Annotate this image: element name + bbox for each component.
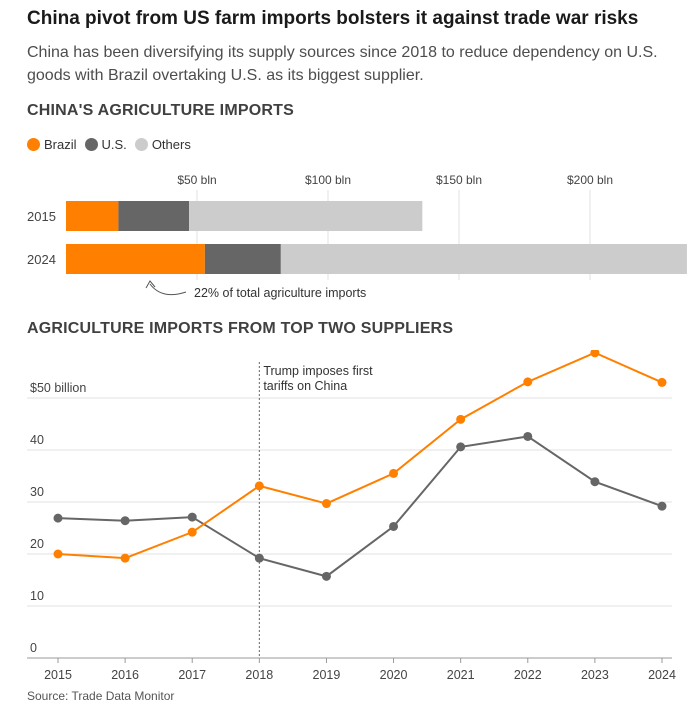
bar-segment-others — [189, 201, 423, 231]
x-tick-label: 2019 — [313, 668, 341, 682]
data-point-us — [456, 442, 466, 452]
x-tick-label: 2023 — [581, 668, 609, 682]
data-point-us — [389, 521, 399, 531]
source-note: Source: Trade Data Monitor — [27, 689, 175, 703]
x-tick-label: 2020 — [380, 668, 408, 682]
bar-segment-others — [280, 244, 687, 274]
line-chart: 0 10 20 30 40 $50 billion 2015 2016 2017 2018 2019… — [27, 350, 676, 682]
y-tick-label: 0 — [30, 641, 37, 655]
bar-segment-us — [118, 201, 190, 231]
data-point-brazil — [657, 377, 667, 387]
bar-annotation: 22% of total agriculture imports — [194, 286, 366, 300]
data-point-us — [187, 512, 197, 522]
y-tick-label: 30 — [30, 485, 44, 499]
y-tick-label: $50 billion — [30, 381, 86, 395]
legend-label-others: Others — [151, 137, 191, 152]
y-tick-label: 10 — [30, 589, 44, 603]
legend-label-brazil: Brazil — [44, 137, 77, 152]
chart-title: China pivot from US farm imports bolster… — [27, 8, 639, 29]
data-point-brazil — [321, 499, 331, 509]
line-chart-title: AGRICULTURE IMPORTS FROM TOP TWO SUPPLIE… — [27, 320, 454, 337]
data-point-us — [523, 431, 533, 441]
data-point-brazil — [254, 481, 264, 491]
series-line-brazil — [57, 351, 663, 560]
event-marker-label: tariffs on China — [263, 379, 347, 393]
x-tick-label: 2021 — [447, 668, 475, 682]
bar-chart-title: CHINA'S AGRICULTURE IMPORTS — [27, 102, 294, 119]
legend: Brazil U.S. Others — [27, 137, 199, 152]
annotation-arrowhead — [145, 280, 156, 289]
data-point-us — [120, 516, 130, 526]
data-point-brazil — [120, 553, 130, 563]
data-point-us — [590, 477, 600, 487]
bar-segment-brazil — [66, 201, 119, 231]
y-tick-label: 40 — [30, 433, 44, 447]
x-tick-label: 2016 — [111, 668, 139, 682]
bar-segment-brazil — [66, 244, 205, 274]
data-point-brazil — [389, 468, 399, 478]
annotation-arrow — [149, 283, 187, 296]
x-tick-label: 2024 — [648, 668, 676, 682]
us-swatch — [84, 138, 98, 151]
x-tick-label: 2018 — [245, 668, 273, 682]
x-tick-label: 2017 — [178, 668, 206, 682]
category-label: 2024 — [27, 252, 56, 267]
category-label: 2015 — [27, 209, 56, 224]
series-line-us — [57, 435, 663, 578]
others-swatch — [134, 138, 148, 151]
data-point-brazil — [53, 549, 63, 559]
legend-label-us: U.S. — [101, 137, 127, 152]
legend-item-us: U.S. — [84, 137, 127, 152]
x-tick-label: $200 bln — [567, 173, 613, 187]
event-marker-label: Trump imposes first — [263, 364, 373, 378]
x-tick-label: $150 bln — [436, 173, 482, 187]
data-point-us — [657, 501, 667, 511]
y-tick-label: 20 — [30, 537, 44, 551]
data-point-brazil — [590, 350, 600, 358]
data-point-us — [53, 513, 63, 523]
x-tick-label: 2022 — [514, 668, 542, 682]
data-point-brazil — [456, 414, 466, 424]
brazil-swatch — [27, 138, 40, 151]
data-point-us — [254, 553, 264, 563]
data-point-brazil — [187, 527, 197, 537]
x-tick-label: $100 bln — [305, 173, 351, 187]
chart-subtitle: China has been diversifying its supply s… — [27, 44, 658, 84]
stacked-bar-chart: $50 bln $100 bln $150 bln $200 bln 2015 2024 2… — [27, 173, 687, 300]
data-point-us — [321, 571, 331, 581]
legend-item-others: Others — [134, 137, 191, 152]
x-tick-label: 2015 — [44, 668, 72, 682]
bar-segment-us — [204, 244, 281, 274]
data-point-brazil — [523, 377, 533, 387]
x-tick-label: $50 bln — [177, 173, 216, 187]
legend-item-brazil: Brazil — [27, 137, 77, 152]
